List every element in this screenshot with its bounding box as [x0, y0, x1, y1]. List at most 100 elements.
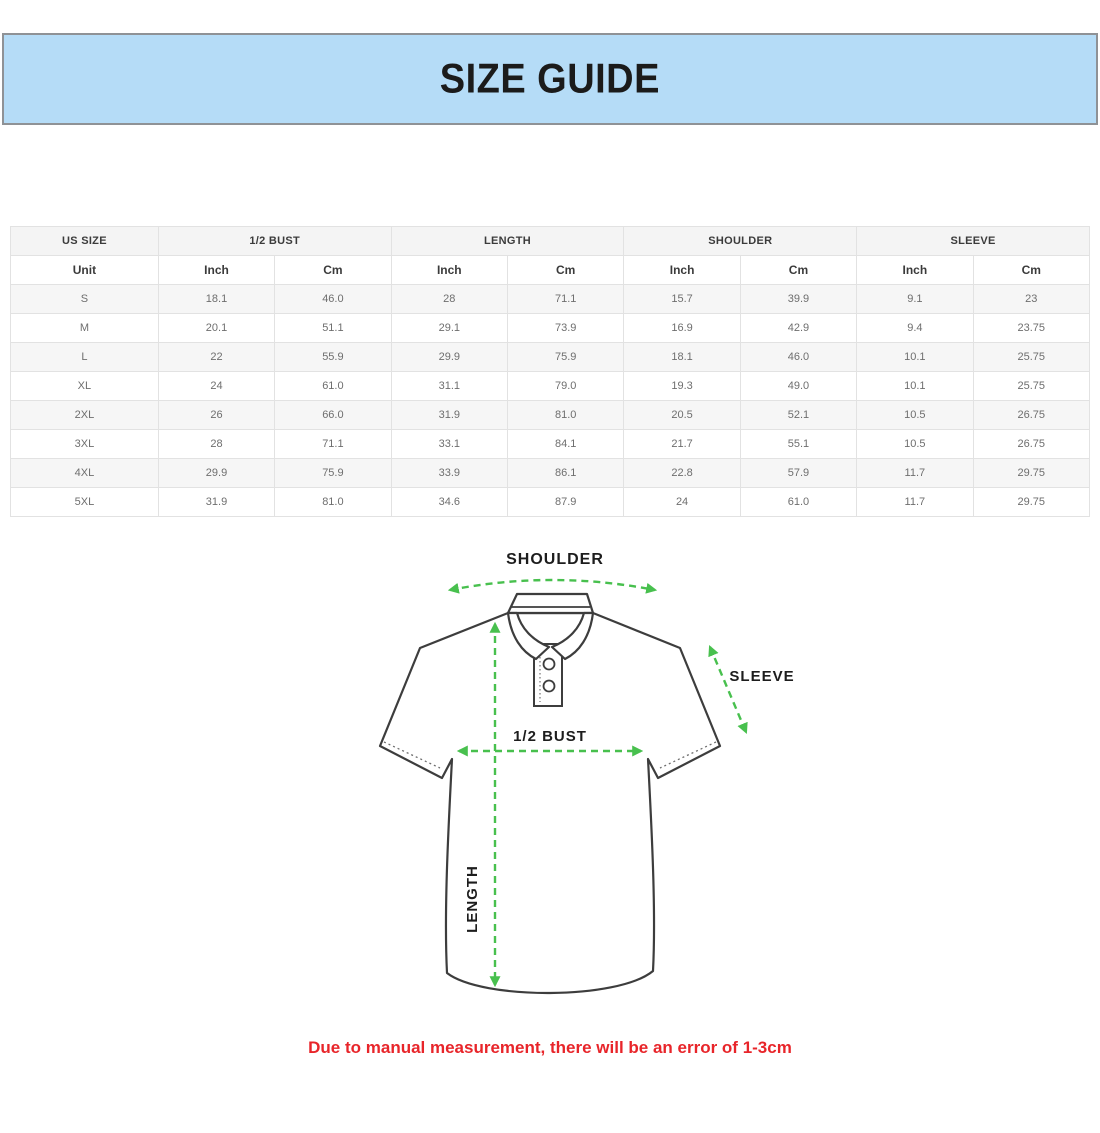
value-cell: 42.9 [739, 313, 858, 343]
size-label-cell: 2XL [10, 400, 159, 430]
value-cell: 33.9 [390, 458, 508, 488]
measurement-disclaimer: Due to manual measurement, there will be… [308, 1038, 792, 1057]
page-title: SIZE GUIDE [439, 55, 661, 102]
value-cell: 31.1 [390, 371, 508, 401]
value-cell: 61.0 [274, 371, 392, 401]
size-label-cell: M [10, 313, 159, 343]
value-cell: 55.1 [739, 429, 858, 459]
button [542, 657, 556, 671]
button [542, 679, 556, 693]
value-cell: 18.1 [157, 284, 276, 314]
sleeve-arrow [708, 644, 748, 735]
collar-flap-right [550, 611, 595, 661]
value-cell: 31.9 [390, 400, 508, 430]
value-cell: 24 [623, 487, 741, 517]
sleeve-stitch-right [659, 741, 717, 769]
value-cell: 26.75 [972, 400, 1091, 430]
unit-cell: Cm [972, 255, 1091, 285]
value-cell: 71.1 [274, 429, 392, 459]
value-cell: 23.75 [972, 313, 1091, 343]
value-cell: 84.1 [506, 429, 625, 459]
table-row: S 18.1 46.0 28 71.1 15.7 39.9 9.1 23 [10, 284, 1091, 314]
value-cell: 49.0 [739, 371, 858, 401]
unit-cell: Inch [390, 255, 508, 285]
unit-cell: Cm [506, 255, 625, 285]
value-cell: 26.75 [972, 429, 1091, 459]
value-cell: 21.7 [623, 429, 741, 459]
polo-shirt-outline [378, 611, 722, 995]
table-row: 2XL 26 66.0 31.9 81.0 20.5 52.1 10.5 26.… [10, 400, 1091, 430]
size-label-cell: L [10, 342, 159, 372]
table-row: 3XL 28 71.1 33.1 84.1 21.7 55.1 10.5 26.… [10, 429, 1091, 459]
size-label-cell: XL [10, 371, 159, 401]
value-cell: 29.1 [390, 313, 508, 343]
unit-cell: Inch [157, 255, 276, 285]
value-cell: 16.9 [623, 313, 741, 343]
unit-cell: Cm [739, 255, 858, 285]
collar-band [506, 592, 595, 615]
value-cell: 29.9 [157, 458, 276, 488]
value-cell: 20.1 [157, 313, 276, 343]
value-cell: 61.0 [739, 487, 858, 517]
value-cell: 71.1 [506, 284, 625, 314]
value-cell: 34.6 [390, 487, 508, 517]
value-cell: 23 [972, 284, 1091, 314]
size-table: US SIZE 1/2 BUST LENGTH SHOULDER SLEEVE … [10, 226, 1091, 517]
value-cell: 20.5 [623, 400, 741, 430]
table-group-header-row: US SIZE 1/2 BUST LENGTH SHOULDER SLEEVE [10, 226, 1090, 256]
value-cell: 29.75 [972, 487, 1091, 517]
value-cell: 10.1 [856, 342, 974, 372]
value-cell: 10.5 [856, 429, 974, 459]
value-cell: 81.0 [274, 487, 392, 517]
value-cell: 66.0 [274, 400, 392, 430]
measurement-diagram: SHOULDER SLEEVE 1/2 BUST LENGTH [360, 544, 830, 1034]
value-cell: 19.3 [623, 371, 741, 401]
value-cell: 22.8 [623, 458, 741, 488]
value-cell: 22 [157, 342, 276, 372]
size-label-cell: 3XL [10, 429, 159, 459]
table-row: 4XL 29.9 75.9 33.9 86.1 22.8 57.9 11.7 2… [10, 458, 1091, 488]
value-cell: 81.0 [506, 400, 625, 430]
value-cell: 11.7 [856, 487, 974, 517]
value-cell: 46.0 [739, 342, 858, 372]
shoulder-label: SHOULDER [506, 551, 604, 568]
value-cell: 39.9 [739, 284, 858, 314]
value-cell: 57.9 [739, 458, 858, 488]
size-guide-banner: SIZE GUIDE [2, 33, 1098, 125]
value-cell: 33.1 [390, 429, 508, 459]
sleeve-label: SLEEVE [729, 668, 794, 685]
collar-flap-left [506, 611, 551, 661]
table-row: M 20.1 51.1 29.1 73.9 16.9 42.9 9.4 23.7… [10, 313, 1091, 343]
value-cell: 29.9 [390, 342, 508, 372]
value-cell: 73.9 [506, 313, 625, 343]
value-cell: 10.1 [856, 371, 974, 401]
value-cell: 29.75 [972, 458, 1091, 488]
value-cell: 10.5 [856, 400, 974, 430]
value-cell: 75.9 [506, 342, 625, 372]
polo-shirt-diagram-svg: SHOULDER SLEEVE 1/2 BUST LENGTH [378, 551, 794, 995]
header-half-bust: 1/2 BUST [157, 226, 392, 256]
unit-cell: Unit [10, 255, 159, 285]
value-cell: 24 [157, 371, 276, 401]
header-us-size: US SIZE [10, 226, 159, 256]
value-cell: 51.1 [274, 313, 392, 343]
table-row: XL 24 61.0 31.1 79.0 19.3 49.0 10.1 25.7… [10, 371, 1091, 401]
header-length: LENGTH [390, 226, 625, 256]
value-cell: 87.9 [506, 487, 625, 517]
value-cell: 75.9 [274, 458, 392, 488]
value-cell: 79.0 [506, 371, 625, 401]
value-cell: 9.1 [856, 284, 974, 314]
header-shoulder: SHOULDER [623, 226, 858, 256]
bust-label: 1/2 BUST [513, 728, 587, 745]
header-sleeve: SLEEVE [856, 226, 1090, 256]
value-cell: 9.4 [856, 313, 974, 343]
size-label-cell: 4XL [10, 458, 159, 488]
value-cell: 55.9 [274, 342, 392, 372]
value-cell: 11.7 [856, 458, 974, 488]
value-cell: 18.1 [623, 342, 741, 372]
unit-cell: Inch [856, 255, 974, 285]
value-cell: 15.7 [623, 284, 741, 314]
value-cell: 26 [157, 400, 276, 430]
value-cell: 86.1 [506, 458, 625, 488]
size-label-cell: S [10, 284, 159, 314]
